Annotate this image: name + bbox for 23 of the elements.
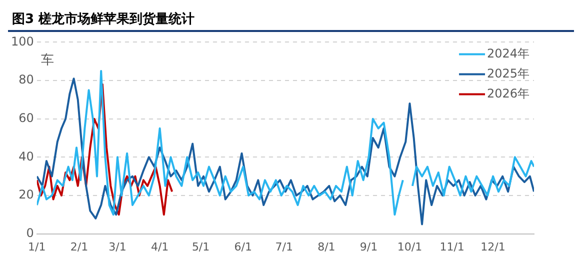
x-tick-label: 9/1 <box>360 240 378 254</box>
y-tick-label: 0 <box>26 226 34 240</box>
legend-label: 2024年 <box>487 46 530 60</box>
legend-label: 2026年 <box>487 86 530 100</box>
x-tick-label: 7/1 <box>275 240 293 254</box>
x-tick-label: 4/1 <box>150 240 169 254</box>
x-tick-label: 12/1 <box>480 240 506 254</box>
y-tick-label: 40 <box>18 149 34 164</box>
y-axis-title: 车 <box>40 53 54 68</box>
x-tick-label: 1/1 <box>28 240 46 254</box>
legend-label: 2025年 <box>487 66 530 80</box>
y-tick-label: 20 <box>18 188 34 202</box>
x-tick-label: 11/1 <box>440 240 464 254</box>
x-tick-label: 3/1 <box>108 240 126 254</box>
y-tick-label: 80 <box>18 72 34 87</box>
y-tick-label: 60 <box>18 110 34 125</box>
x-tick-label: 2/1 <box>70 240 88 254</box>
x-tick-label: 10/1 <box>397 240 422 254</box>
x-tick-label: 8/1 <box>318 240 336 254</box>
chart-title: 图3 槎龙市场鲜苹果到货量统计 <box>8 8 574 32</box>
y-tick-label: 100 <box>11 34 34 48</box>
x-tick-label: 6/1 <box>234 240 252 254</box>
x-tick-label: 5/1 <box>192 240 210 254</box>
